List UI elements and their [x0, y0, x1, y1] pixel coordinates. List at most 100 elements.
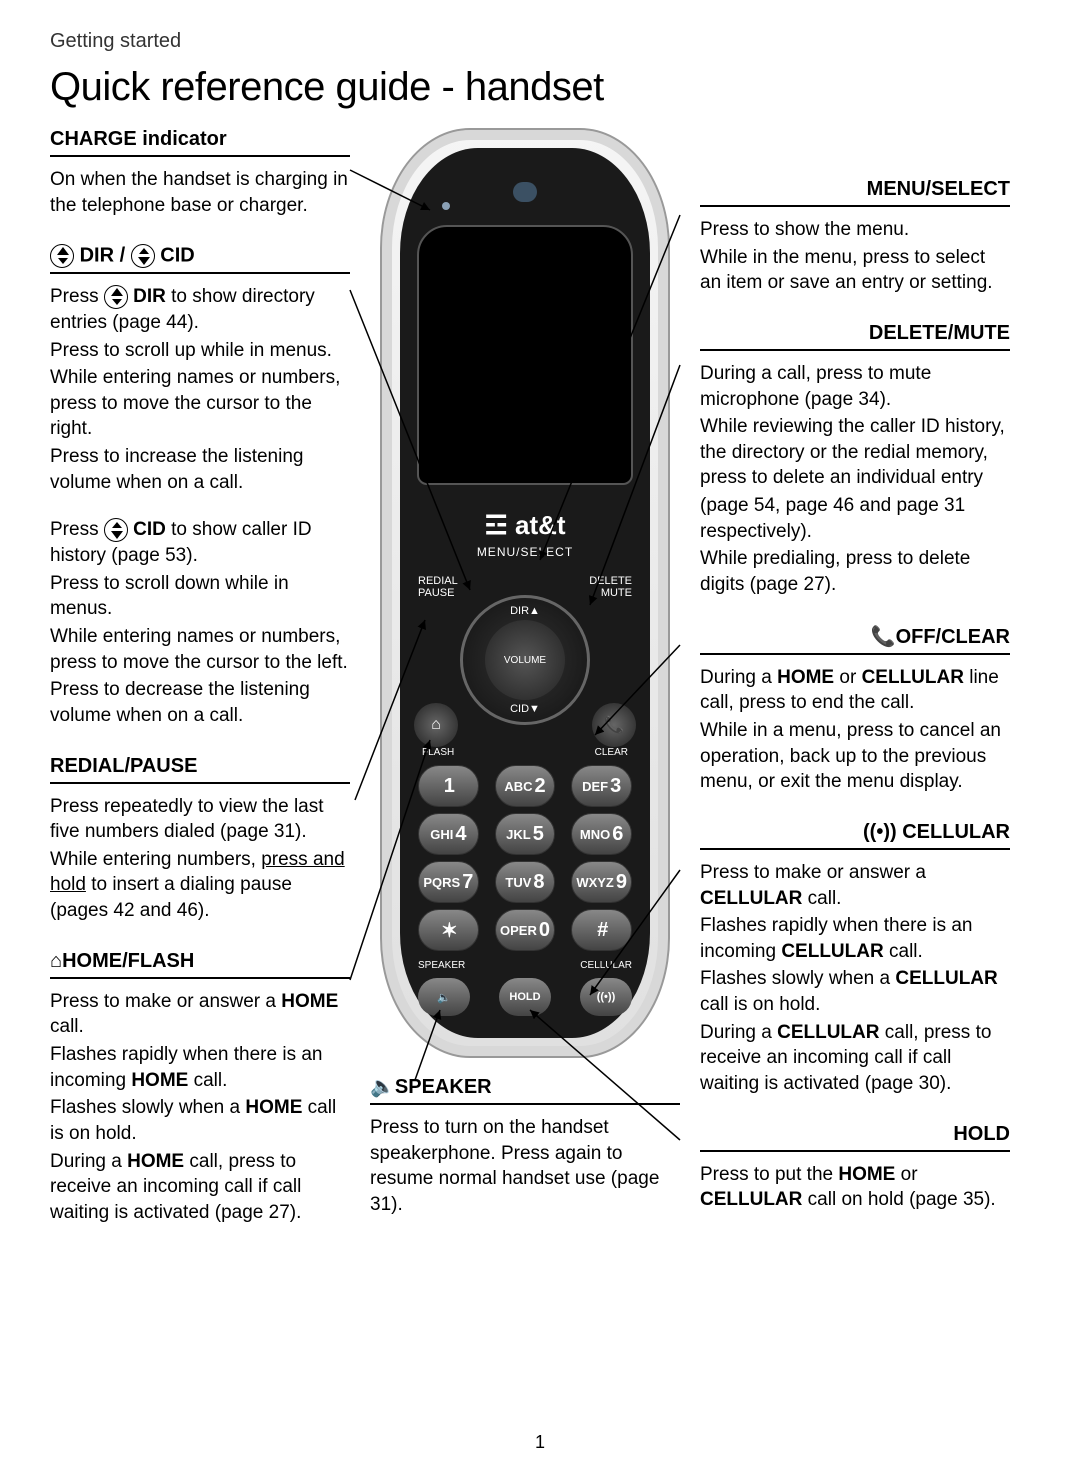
dircid-title-suffix: CID	[160, 245, 194, 267]
cellular-icon: ((•))	[863, 821, 897, 843]
redial-body: Press repeatedly to view the last five n…	[50, 794, 350, 924]
cid-l3: While entering names or numbers, press t…	[50, 624, 350, 675]
nav-cluster: REDIAL PAUSE DELETE MUTE DIR▲ VOLUME CID…	[418, 575, 632, 755]
dir-l4: Press to increase the listening volume w…	[50, 444, 350, 495]
hd-l1c: or	[895, 1164, 917, 1185]
att-globe-icon: ☲	[484, 510, 507, 540]
flash-label: FLASH	[422, 747, 454, 758]
homeflash-title: ⌂HOME/FLASH	[50, 950, 350, 979]
hold-button: HOLD	[499, 978, 551, 1016]
menuselect-body: Press to show the menu. While in the men…	[700, 217, 1010, 296]
charge-title: CHARGE indicator	[50, 128, 350, 157]
key-7: PQRS7	[418, 861, 479, 903]
cellular-button: ((•))	[580, 978, 632, 1016]
cl-l1c: call.	[802, 888, 841, 909]
dircid-title: DIR / CID	[50, 244, 350, 274]
cl-l1a: Press to make or answer a	[700, 862, 926, 883]
phone-off-icon: 📞	[871, 626, 896, 648]
speaker-button: 🔈	[418, 978, 470, 1016]
cid-l1b: CID	[133, 519, 166, 540]
earpiece-icon	[513, 182, 537, 202]
hd-l1e: call on hold (page 35).	[802, 1189, 995, 1210]
dir-l1b: DIR	[133, 286, 166, 307]
right-column: MENU/SELECT Press to show the menu. Whil…	[700, 128, 1010, 1252]
cellular-body: Press to make or answer a CELLULAR call.…	[700, 860, 1010, 1097]
hf-l2c: call.	[188, 1070, 227, 1091]
key-3: DEF3	[571, 765, 632, 807]
dm-l4: While predialing, press to delete digits…	[700, 546, 1010, 597]
dir-label: DIR▲	[510, 605, 540, 617]
oc-l2: While in a menu, press to cancel an oper…	[700, 718, 1010, 795]
cl-l2b: CELLULAR	[781, 941, 883, 962]
home-button: ⌂	[414, 703, 458, 747]
oc-l1a: During a	[700, 667, 777, 688]
cid-l2: Press to scroll down while in menus.	[50, 571, 350, 622]
menuselect-title: MENU/SELECT	[700, 178, 1010, 207]
bottom-row: 🔈 HOLD ((•))	[418, 978, 632, 1016]
charge-indicator-dot	[442, 202, 450, 210]
dir-body: Press DIR to show directory entries (pag…	[50, 284, 350, 495]
cid-body: Press CID to show caller ID history (pag…	[50, 517, 350, 728]
key-6: MNO6	[571, 813, 632, 855]
speaker-body: Press to turn on the handset speakerphon…	[370, 1115, 680, 1218]
key-hash: #	[571, 909, 632, 951]
dir-l3: While entering names or numbers, press t…	[50, 365, 350, 442]
offclear-title: 📞OFF/CLEAR	[700, 624, 1010, 655]
dm-l1: During a call, press to mute microphone …	[700, 361, 1010, 412]
pause-label: PAUSE	[418, 587, 454, 599]
clear-label: CLEAR	[595, 747, 628, 758]
oc-l1c: or	[834, 667, 861, 688]
key-0: OPER0	[495, 909, 556, 951]
hf-l3a: Flashes slowly when a	[50, 1097, 245, 1118]
section-cellular: ((•)) CELLULAR Press to make or answer a…	[700, 821, 1010, 1097]
off-button: 📞	[592, 703, 636, 747]
section-menuselect: MENU/SELECT Press to show the menu. Whil…	[700, 178, 1010, 296]
hold-title: HOLD	[700, 1123, 1010, 1152]
left-column: CHARGE indicator On when the handset is …	[50, 128, 350, 1252]
dm-l3: (page 54, page 46 and page 31 respective…	[700, 493, 1010, 544]
cid-label: CID▼	[510, 703, 540, 715]
hd-l1b: HOME	[838, 1164, 895, 1185]
hf-l1c: call.	[50, 1016, 84, 1037]
cid-l4: Press to decrease the listening volume w…	[50, 677, 350, 728]
cid-down-icon	[131, 244, 155, 268]
dir-l2: Press to scroll up while in menus.	[50, 338, 350, 364]
handset-screen	[417, 225, 633, 485]
mute-label: MUTE	[601, 587, 632, 599]
speaker-title-text: SPEAKER	[395, 1076, 492, 1098]
ms-l1: Press to show the menu.	[700, 217, 1010, 243]
dm-l2: While reviewing the caller ID history, t…	[700, 414, 1010, 491]
cl-l1b: CELLULAR	[700, 888, 802, 909]
offclear-title-text: OFF/CLEAR	[896, 626, 1010, 648]
section-hold: HOLD Press to put the HOME or CELLULAR c…	[700, 1123, 1010, 1213]
section-redial: REDIAL/PAUSE Press repeatedly to view th…	[50, 755, 350, 924]
homeflash-body: Press to make or answer a HOME call. Fla…	[50, 989, 350, 1226]
delete-label: DELETE	[589, 575, 632, 587]
cl-l3c: call is on hold.	[700, 994, 820, 1015]
key-9: WXYZ9	[571, 861, 632, 903]
oc-l1d: CELLULAR	[862, 667, 964, 688]
key-2: ABC2	[495, 765, 556, 807]
hf-l3b: HOME	[245, 1097, 302, 1118]
cellular-title: ((•)) CELLULAR	[700, 821, 1010, 850]
home-icon: ⌂	[50, 950, 62, 972]
hf-l2b: HOME	[131, 1070, 188, 1091]
hf-l1a: Press to make or answer a	[50, 991, 281, 1012]
brand-logo: ☲ at&t	[382, 510, 668, 541]
redial-label: REDIAL	[418, 575, 458, 587]
cl-l3a: Flashes slowly when a	[700, 968, 895, 989]
hf-l4b: HOME	[127, 1151, 184, 1172]
redial-title: REDIAL/PAUSE	[50, 755, 350, 784]
volume-button: VOLUME	[485, 620, 565, 700]
deletemute-body: During a call, press to mute microphone …	[700, 361, 1010, 598]
speaker-lbl: SPEAKER	[418, 960, 465, 971]
redial-l2a: While entering numbers,	[50, 849, 261, 870]
redial-l1: Press repeatedly to view the last five n…	[50, 794, 350, 845]
dir-up-icon	[50, 244, 74, 268]
section-deletemute: DELETE/MUTE During a call, press to mute…	[700, 322, 1010, 598]
dir-l1a: Press	[50, 286, 104, 307]
page-title: Quick reference guide - handset	[50, 65, 1030, 110]
speaker-icon: 🔈	[370, 1076, 395, 1098]
dircid-title-prefix: DIR /	[80, 245, 126, 267]
breadcrumb: Getting started	[50, 30, 1030, 53]
